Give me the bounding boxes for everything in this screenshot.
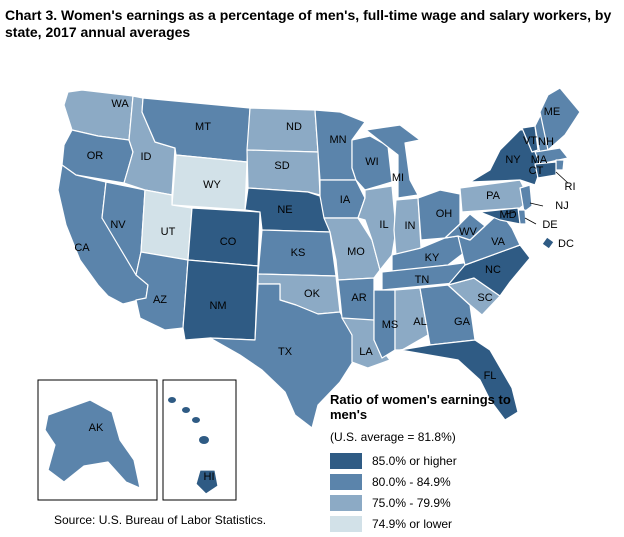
- state-label-de: DE: [542, 219, 557, 231]
- legend-label: 74.9% or lower: [372, 516, 453, 531]
- state-label-nj: NJ: [555, 200, 568, 212]
- state-label-nv: NV: [110, 219, 126, 231]
- legend-item: 75.0% - 79.9%: [330, 492, 530, 513]
- state-nc: [447, 244, 531, 297]
- state-label-sd: SD: [274, 160, 289, 172]
- state-label-la: LA: [359, 346, 373, 358]
- state-label-ar: AR: [351, 292, 366, 304]
- state-label-ia: IA: [340, 194, 351, 206]
- hawaii-island-shape: [199, 436, 209, 444]
- leader-line-ri: [555, 171, 569, 184]
- state-label-co: CO: [220, 236, 237, 248]
- state-wv: [444, 213, 486, 241]
- state-label-ms: MS: [382, 319, 399, 331]
- state-label-vt: VT: [523, 135, 537, 147]
- state-label-ny: NY: [505, 154, 521, 166]
- state-label-nd: ND: [286, 121, 302, 133]
- state-label-id: ID: [141, 151, 152, 163]
- state-label-va: VA: [491, 236, 506, 248]
- state-label-wa: WA: [111, 98, 129, 110]
- state-label-in: IN: [405, 220, 416, 232]
- state-ga: [419, 284, 476, 346]
- legend-label: 80.0% - 84.9%: [372, 474, 451, 489]
- state-wi: [351, 135, 393, 191]
- state-md: [479, 207, 521, 225]
- legend-item: 80.0% - 84.9%: [330, 471, 530, 492]
- hawaii-island-shape: [192, 417, 200, 423]
- state-label-nm: NM: [209, 300, 226, 312]
- state-ct: [534, 161, 557, 179]
- state-label-mo: MO: [347, 246, 365, 258]
- state-label-dc: DC: [558, 238, 574, 250]
- state-il: [357, 185, 397, 271]
- legend-item: 85.0% or higher: [330, 450, 530, 471]
- state-label-ma: MA: [531, 154, 548, 166]
- state-label-wy: WY: [203, 179, 221, 191]
- legend-swatch: [330, 452, 362, 469]
- state-label-me: ME: [544, 106, 561, 118]
- state-label-mn: MN: [329, 134, 346, 146]
- state-label-sc: SC: [477, 292, 492, 304]
- state-label-tx: TX: [278, 346, 293, 358]
- state-label-pa: PA: [486, 190, 501, 202]
- state-label-ky: KY: [425, 252, 440, 264]
- state-label-md: MD: [499, 209, 516, 221]
- leader-line-md: [505, 211, 516, 215]
- state-ri: [555, 159, 565, 171]
- legend-label: 85.0% or higher: [372, 453, 457, 468]
- legend-swatch: [330, 473, 362, 490]
- legend-swatch: [330, 494, 362, 511]
- legend-swatch: [330, 515, 362, 532]
- state-label-ri: RI: [565, 181, 576, 193]
- state-fl: [399, 339, 519, 421]
- state-label-mi: MI: [392, 172, 404, 184]
- state-dc: [541, 236, 555, 250]
- state-label-ks: KS: [291, 247, 306, 259]
- state-label-oh: OH: [436, 208, 453, 220]
- state-label-ok: OK: [304, 288, 321, 300]
- legend-label: 75.0% - 79.9%: [372, 495, 451, 510]
- state-label-az: AZ: [153, 294, 167, 306]
- state-label-tn: TN: [415, 274, 430, 286]
- state-label-mt: MT: [195, 121, 211, 133]
- state-label-or: OR: [87, 150, 104, 162]
- legend-title: Ratio of women's earnings to men's: [330, 392, 511, 422]
- state-label-fl: FL: [484, 370, 497, 382]
- leader-line-de: [524, 217, 537, 225]
- state-hi: [195, 469, 219, 495]
- state-label-hi: HI: [204, 471, 215, 483]
- state-label-al: AL: [413, 316, 426, 328]
- state-label-nc: NC: [485, 264, 501, 276]
- state-label-wi: WI: [365, 156, 378, 168]
- state-mi: [365, 124, 421, 199]
- state-label-ut: UT: [161, 226, 176, 238]
- state-label-ga: GA: [454, 316, 471, 328]
- state-label-il: IL: [379, 219, 388, 231]
- chart-title: Chart 3. Women's earnings as a percentag…: [5, 7, 612, 40]
- state-al: [394, 287, 429, 351]
- hawaii-island-shape: [182, 407, 190, 413]
- state-tx: [209, 283, 355, 429]
- state-label-ak: AK: [89, 422, 104, 434]
- leader-line-nj: [529, 202, 544, 207]
- state-nd: [246, 107, 319, 153]
- state-label-nh: NH: [538, 136, 554, 148]
- source-note: Source: U.S. Bureau of Labor Statistics.: [54, 513, 267, 527]
- state-nj: [519, 184, 533, 213]
- legend: Ratio of women's earnings to men's (U.S.…: [330, 392, 530, 534]
- state-vt: [521, 125, 539, 153]
- hawaii-island-shape: [168, 397, 176, 403]
- legend-item: 74.9% or lower: [330, 513, 530, 534]
- state-label-wv: WV: [459, 226, 477, 238]
- state-label-ca: CA: [74, 242, 90, 254]
- state-ak: [44, 399, 141, 489]
- state-label-ct: CT: [529, 165, 544, 177]
- state-label-ne: NE: [277, 204, 292, 216]
- state-ma: [534, 147, 569, 165]
- legend-subtitle: (U.S. average = 81.8%): [330, 430, 456, 444]
